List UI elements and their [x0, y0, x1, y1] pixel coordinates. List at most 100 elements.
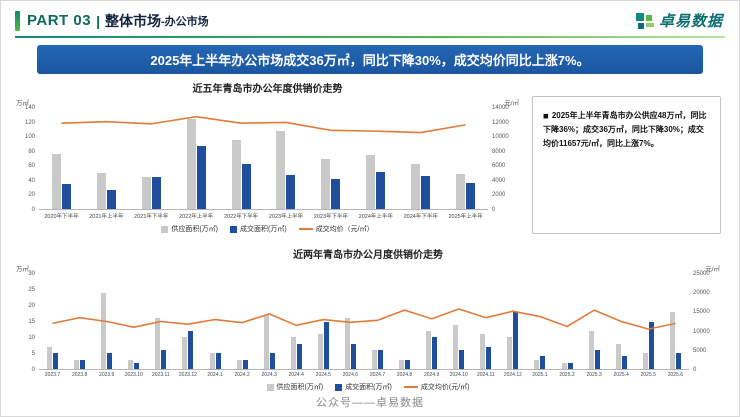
- bar: [669, 312, 675, 369]
- bar: [107, 353, 113, 369]
- bar: [263, 315, 269, 369]
- bar: [151, 177, 161, 209]
- x-tick-label: 2024.2: [234, 372, 250, 378]
- header: PART 03 | 整体市场 -办公市场 卓易数据: [1, 1, 739, 36]
- legend-line-swatch: [403, 386, 418, 388]
- bar: [290, 337, 296, 369]
- footer-watermark: 公众号——卓易数据: [316, 397, 424, 409]
- x-axis-labels: 2023.7 2023.8 2023.9 2023.10 2023.11 2023.12 2…: [39, 370, 689, 378]
- y-tick-label: 2000: [492, 192, 506, 199]
- y-tick-label: 20000: [693, 290, 710, 297]
- y-tick-label: 60: [28, 163, 35, 170]
- x-axis-labels: 2020年下半年 2021年上半年 2021年下半年 2022年上半年 2022年下半年…: [39, 210, 488, 220]
- x-tick-label: 2024.6: [342, 372, 359, 378]
- legend-item: 成交均价(元/㎡): [403, 382, 469, 392]
- y-tick-label: 12000: [492, 119, 509, 126]
- bar: [161, 350, 167, 369]
- price-trend-line: [39, 274, 689, 369]
- y-tick-label: 0: [492, 207, 496, 213]
- x-tick-label: 2024.3: [261, 372, 277, 378]
- legend-bar-swatch: [335, 383, 343, 391]
- right-y-axis: 0 2000 4000 6000 8000 10000 12000 14000: [488, 105, 520, 213]
- bar-group: [283, 274, 310, 369]
- chart-body: 0 5 10 15 20 25 30 0 5000 10000 15000 20000 25000: [15, 271, 721, 373]
- bar: [456, 174, 466, 209]
- bar: [371, 350, 377, 369]
- legend-label: 供应面积(万㎡): [171, 226, 219, 233]
- bar: [331, 179, 341, 209]
- bar: [426, 331, 432, 369]
- x-tick-label: 2025年上半年: [448, 214, 483, 220]
- legend-bar-swatch: [266, 383, 274, 391]
- header-divider: |: [96, 12, 100, 29]
- bar: [182, 337, 188, 369]
- x-tick-label: 2020年下半年: [44, 214, 79, 220]
- monthly-chart-title: 近两年青岛市办公月度供销价走势: [293, 250, 443, 261]
- bar: [344, 318, 350, 369]
- x-tick-label: 2025.2: [559, 372, 575, 378]
- bar-group: [174, 108, 219, 209]
- x-tick-label: 2025.1: [532, 372, 548, 378]
- y-tick-label: 120: [24, 119, 35, 126]
- bar: [366, 154, 376, 209]
- left-y-axis: 0 5 10 15 20 25 30: [15, 271, 39, 373]
- bar: [377, 350, 383, 369]
- page-subtitle: -办公市场: [161, 15, 209, 28]
- y-tick-label: 10000: [693, 328, 710, 335]
- x-tick-label: 2023.9: [99, 372, 115, 378]
- chart-legend: 供应面积(万㎡) 成交面积(万㎡) 成交均价(元/㎡): [15, 382, 721, 392]
- bar-group: [553, 274, 580, 369]
- y-tick-label: 30: [28, 271, 35, 277]
- bar: [276, 131, 286, 209]
- bar: [588, 331, 594, 369]
- bullet-icon: ◼: [543, 113, 549, 120]
- bar-group: [608, 274, 635, 369]
- x-tick-label: 2024.8: [396, 372, 413, 378]
- x-tick-label: 2024.7: [369, 372, 386, 378]
- bar: [321, 158, 331, 209]
- page-title: 整体市场: [105, 12, 161, 29]
- bar: [242, 359, 248, 369]
- bar: [411, 164, 421, 209]
- bar: [621, 356, 627, 369]
- bar: [101, 293, 107, 369]
- y-tick-label: 15: [28, 319, 35, 325]
- y-tick-label: 0: [31, 207, 35, 213]
- right-axis-unit: 元/㎡: [705, 266, 720, 273]
- y-tick-label: 25: [28, 287, 35, 293]
- bar: [80, 359, 86, 369]
- y-tick-label: 10: [28, 335, 35, 341]
- bar-group: [39, 108, 84, 209]
- bar: [421, 175, 431, 209]
- axis-units: 万㎡ 元/㎡: [15, 97, 520, 108]
- x-tick-label: 2021年上半年: [89, 214, 124, 220]
- annual-chart: 近五年青岛市办公年度供销价走势 万㎡ 元/㎡ 0 20 40 60 80 100 120 14…: [15, 80, 520, 234]
- y-tick-label: 140: [24, 105, 35, 111]
- bar: [51, 154, 61, 209]
- y-tick-label: 8000: [492, 148, 506, 155]
- x-tick-label: 2023.10: [124, 372, 143, 378]
- x-tick-label: 2023年下半年: [313, 214, 349, 220]
- bar: [188, 331, 194, 369]
- x-tick-label: 2023.11: [152, 372, 170, 378]
- bar-group: [391, 274, 418, 369]
- y-tick-label: 6000: [492, 163, 506, 170]
- monthly-section: 近两年青岛市办公月度供销价走势 万㎡ 元/㎡ 0 5 10 15 20 25 30 0 500…: [1, 246, 739, 392]
- zhuoyi-logo: 卓易数据: [635, 10, 723, 31]
- bar: [47, 346, 53, 369]
- bar-group: [229, 274, 256, 369]
- x-tick-label: 2024.10: [449, 372, 468, 378]
- x-tick-label: 2024.11: [476, 372, 495, 378]
- bar-group: [120, 274, 147, 369]
- y-tick-label: 15000: [693, 309, 710, 316]
- bar: [296, 343, 302, 369]
- bar-group: [264, 108, 309, 209]
- left-y-axis: 0 20 40 60 80 100 120 140: [15, 105, 39, 213]
- legend-bar-swatch: [161, 225, 169, 233]
- bar: [323, 321, 329, 369]
- bar-group: [147, 274, 174, 369]
- legend-line-swatch: [298, 228, 313, 230]
- x-tick-label: 2024.12: [503, 372, 522, 378]
- bar: [186, 118, 196, 209]
